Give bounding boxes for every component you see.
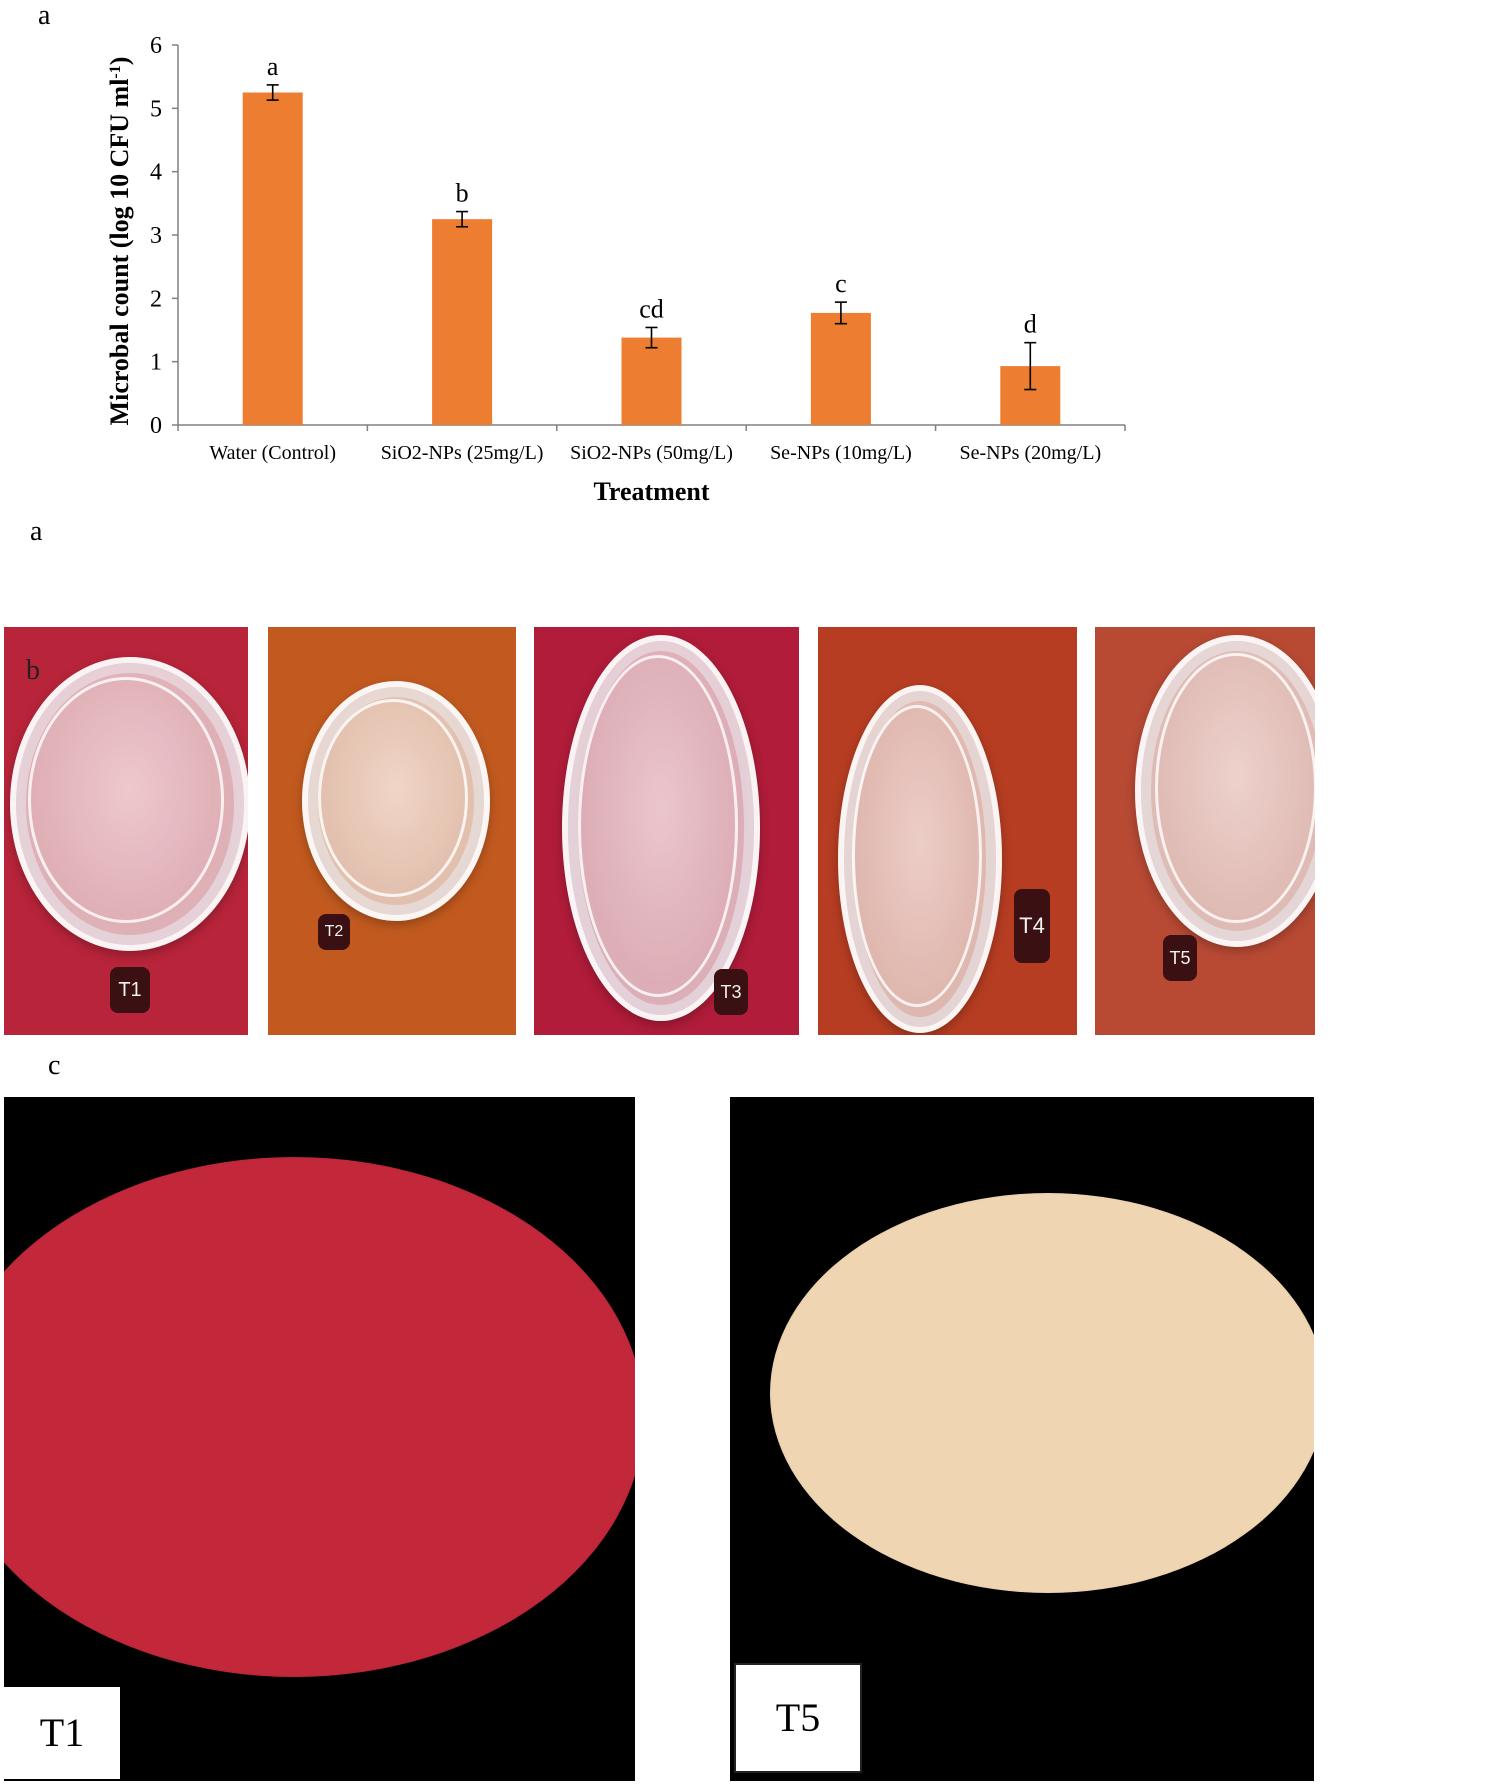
plate-tag: T4 [1014,889,1050,963]
micrograph-label: T1 [4,1687,120,1779]
micrograph-label: T5 [734,1663,862,1773]
significance-letter: a [267,52,279,81]
y-axis-title: Microbal count (log 10 CFU ml-1) [105,57,134,426]
plate-photo-t4: T4 [818,627,1077,1035]
y-tick-label: 6 [150,33,162,59]
x-axis-title: Treatment [594,477,710,506]
plate-tag: T3 [714,969,748,1015]
bar [432,219,493,425]
x-tick-label: Water (Control) [209,442,336,464]
micrograph-t5: T5 [730,1097,1314,1781]
x-tick-label: SiO2-NPs (25mg/L) [381,442,544,464]
plate-photo-t2: T2 [268,627,516,1035]
x-tick-label: Se-NPs (10mg/L) [770,442,912,464]
y-tick-label: 5 [150,96,162,122]
x-tick-label: SiO2-NPs (50mg/L) [570,442,733,464]
significance-letter: b [456,179,469,208]
bar [621,337,682,425]
significance-letter: d [1024,310,1037,339]
significance-letter: cd [639,294,664,323]
bar [810,312,871,425]
plate-photo-t3: T3 [534,627,799,1035]
plate-tag: T5 [1163,935,1197,981]
plate-tag: T2 [318,914,350,950]
panel-c-letter: c [48,1050,61,1081]
y-tick-label: 4 [150,160,162,186]
y-tick-label: 1 [150,350,162,376]
y-tick-label: 2 [150,286,162,312]
plate-tag: T1 [110,967,150,1013]
panel-b-letter: b [26,655,40,686]
y-tick-label: 0 [150,413,162,439]
y-tick-label: 3 [150,223,162,249]
bar [242,92,303,425]
plate-photo-t5: T5 [1095,627,1315,1035]
micrograph-t1: T1 [4,1097,635,1781]
panel-a-letter: a [38,0,51,31]
significance-letter: c [835,269,847,298]
x-tick-label: Se-NPs (20mg/L) [959,442,1101,464]
plate-photo-t1: T1 b [4,627,248,1035]
bar-chart: 0 1 2 3 4 5 6 a Water (Control) b SiO2-NPs (25mg/L… [105,33,1126,506]
panel-a-sub-letter: a [30,516,43,547]
